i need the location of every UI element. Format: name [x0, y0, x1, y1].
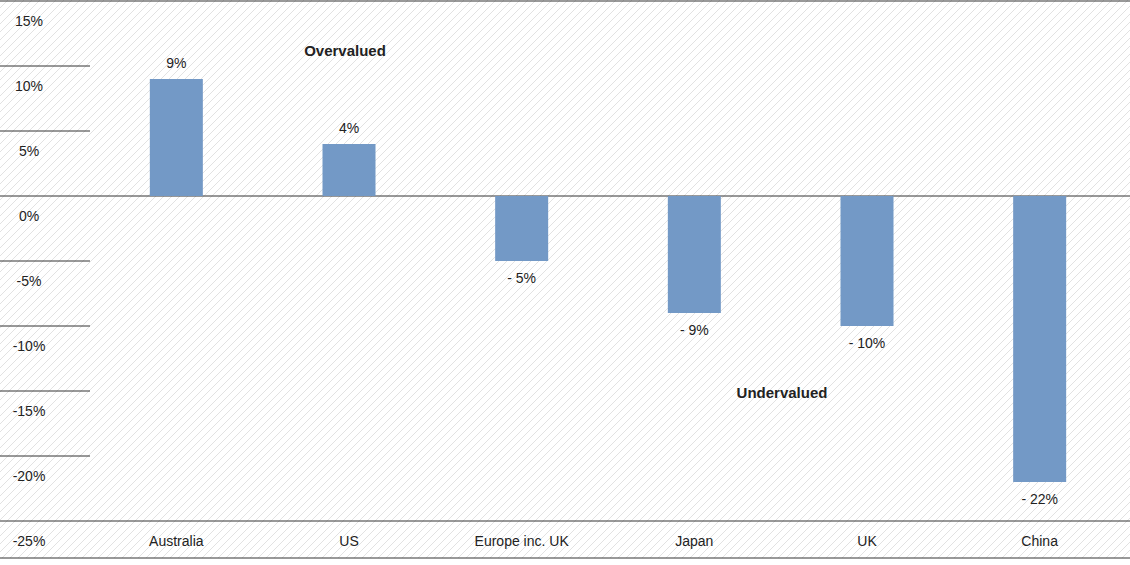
category-label: Europe inc. UK: [475, 533, 570, 549]
data-label: 9%: [166, 55, 186, 71]
bar: [150, 79, 203, 196]
bar: [495, 196, 548, 261]
bottom-rule: [0, 558, 1130, 559]
bar: [668, 196, 721, 313]
tick-label: -15%: [13, 403, 46, 419]
background: [0, 0, 1130, 558]
tick-label: -5%: [17, 273, 42, 289]
tick-mark: [0, 326, 90, 327]
tick-label: 0%: [19, 208, 39, 224]
data-label: 4%: [339, 120, 359, 136]
data-label: - 10%: [849, 335, 886, 351]
axis-line: [0, 1, 1130, 2]
tick-mark: [0, 456, 90, 457]
tick-label: 5%: [19, 143, 39, 159]
category-label: Japan: [675, 533, 713, 549]
category-label: Australia: [149, 533, 204, 549]
category-label: US: [339, 533, 358, 549]
data-label: - 9%: [680, 322, 709, 338]
tick-label: 10%: [15, 78, 43, 94]
data-label: - 22%: [1021, 491, 1058, 507]
annotation: Undervalued: [737, 384, 828, 401]
category-label: China: [1021, 533, 1058, 549]
bar: [323, 144, 376, 196]
bar: [841, 196, 894, 326]
tick-label: 15%: [15, 13, 43, 29]
tick-mark: [0, 261, 90, 262]
chart: -25% -20% -15% -10% -5% 0% 5% 10% 15% 9% 4% - 5% - 9…: [0, 0, 1130, 565]
tick-label: -20%: [13, 468, 46, 484]
axis-line: [0, 521, 1130, 522]
data-label: - 5%: [507, 270, 536, 286]
tick-label: -25%: [13, 533, 46, 549]
bar: [1013, 196, 1066, 482]
category-label: UK: [857, 533, 877, 549]
tick-mark: [0, 131, 90, 132]
tick-label: -10%: [13, 338, 46, 354]
annotation: Overvalued: [304, 42, 386, 59]
tick-mark: [0, 391, 90, 392]
tick-mark: [0, 66, 90, 67]
